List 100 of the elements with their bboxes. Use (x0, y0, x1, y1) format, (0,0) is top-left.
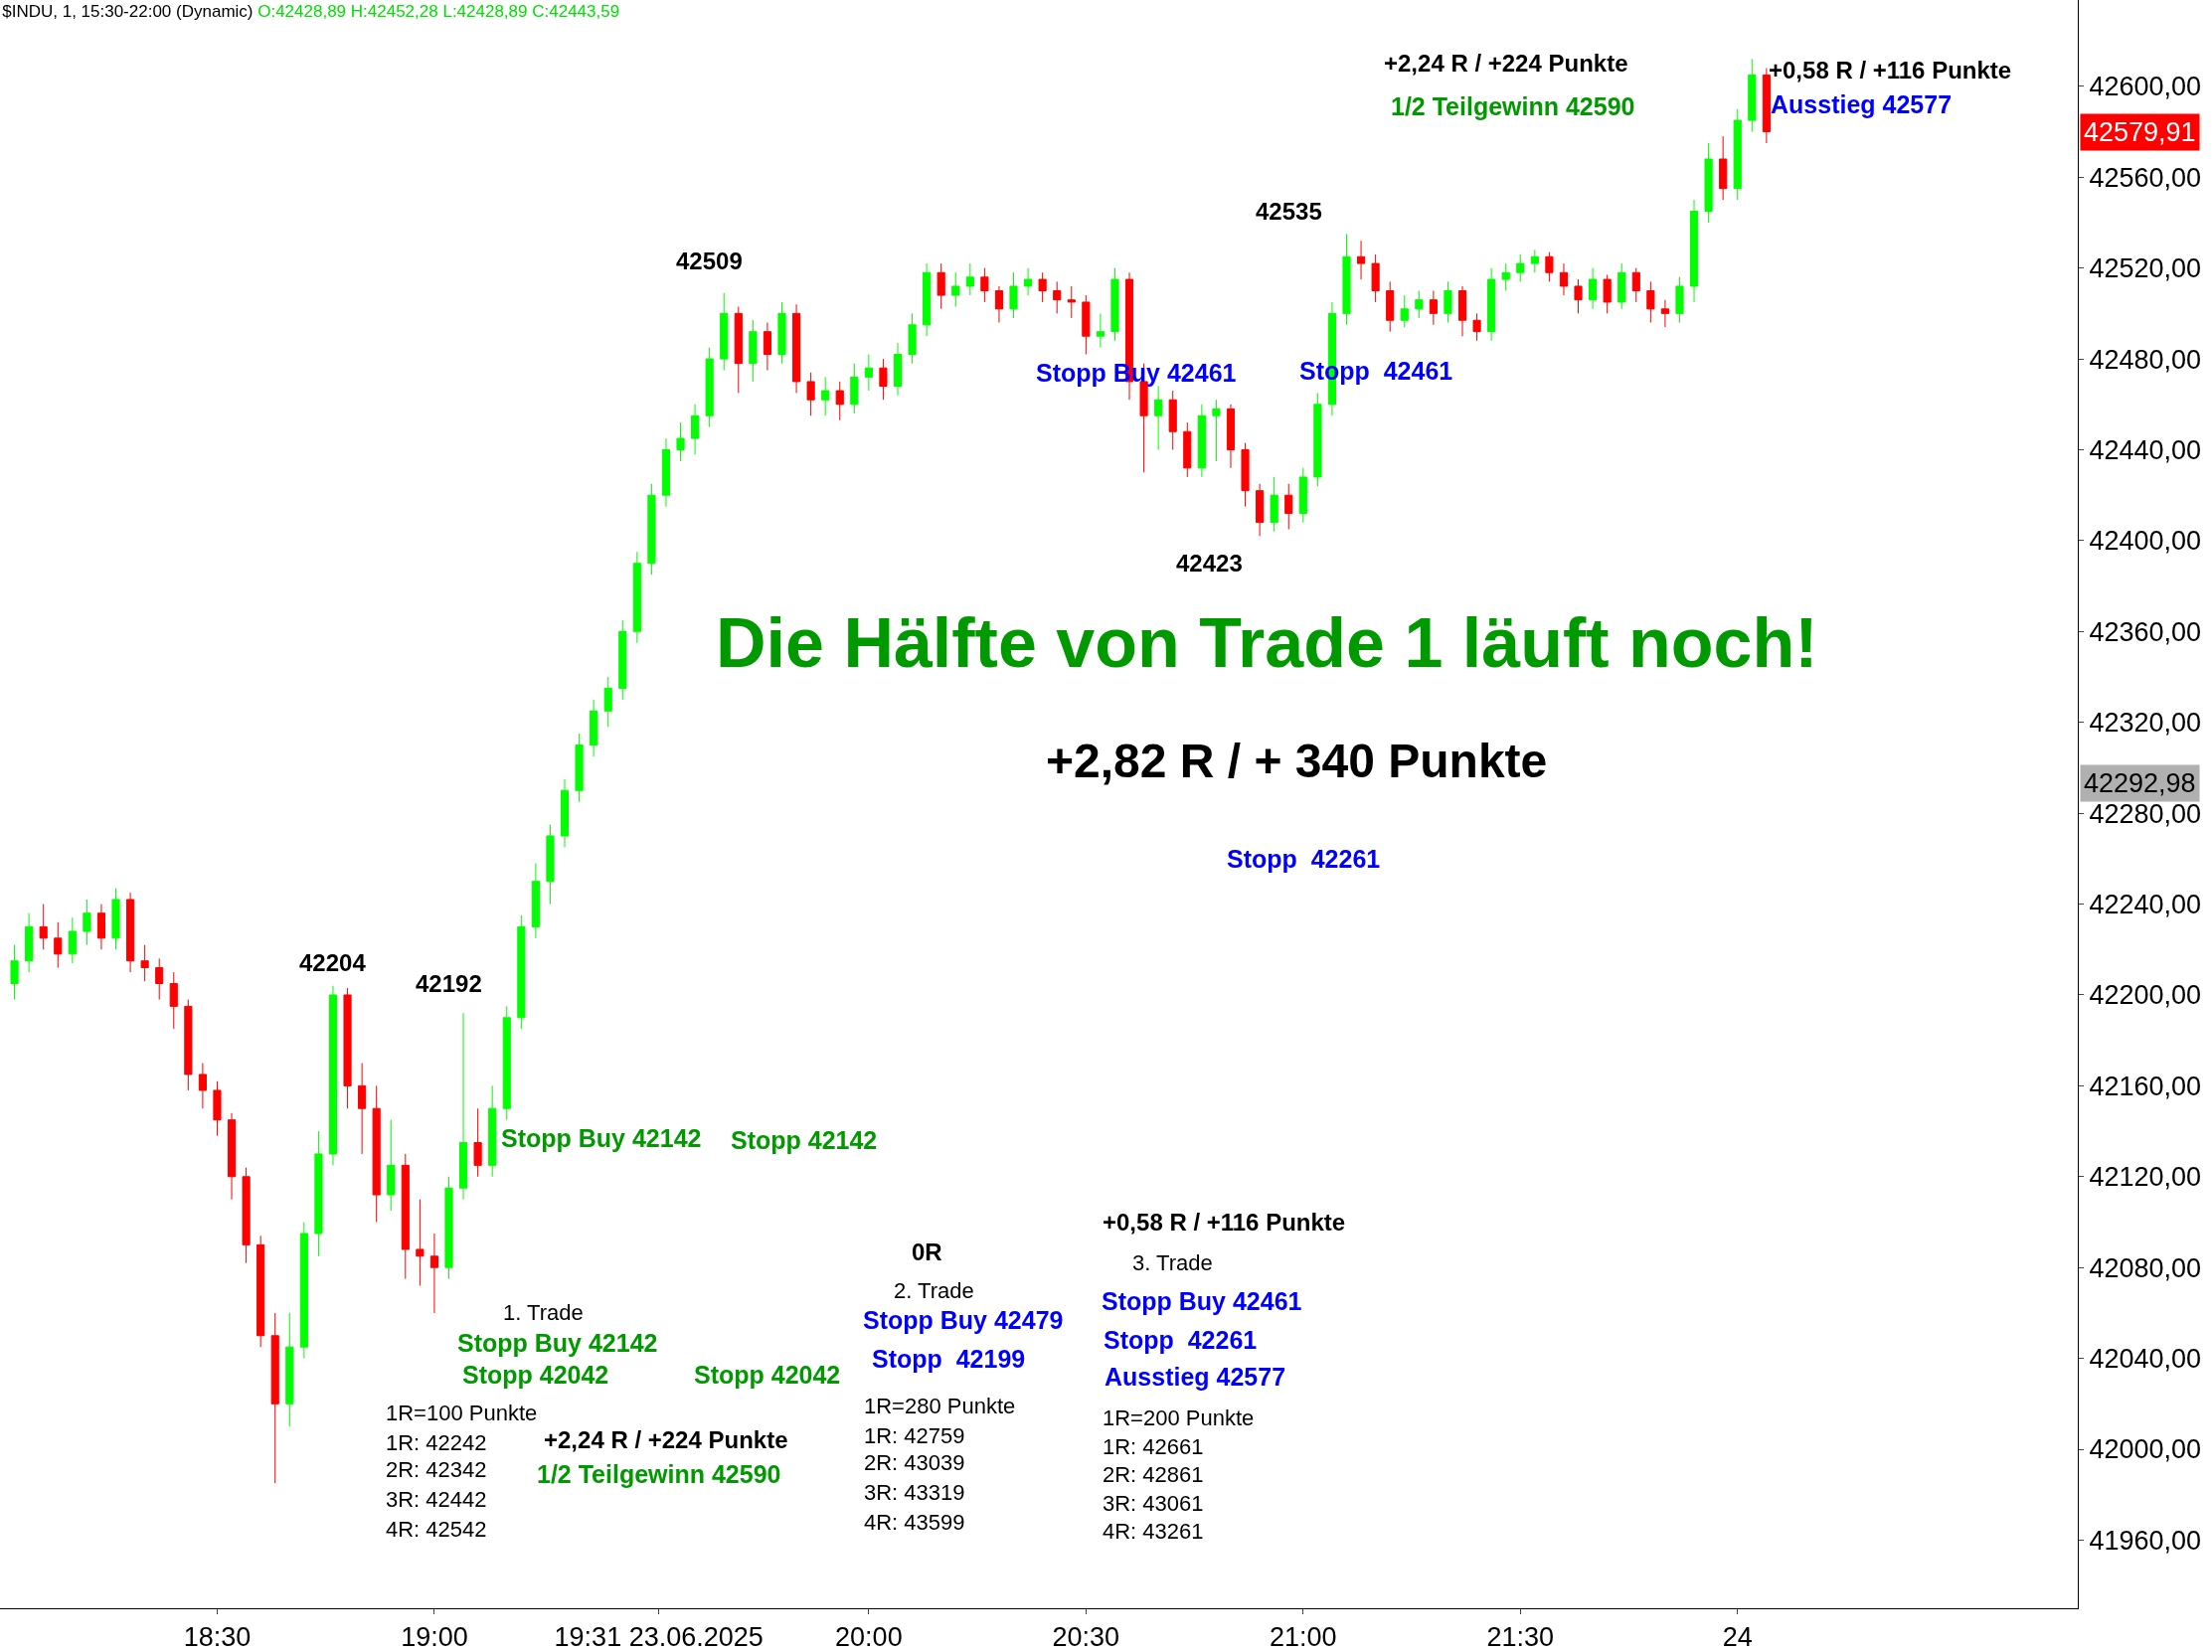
annotation: 1R: 42759 (864, 1423, 965, 1448)
candlestick (1646, 280, 1655, 324)
annotation: 3R: 43061 (1103, 1491, 1204, 1516)
annotation: 0R (912, 1239, 942, 1265)
text: 42579,91 (2084, 117, 2196, 147)
candlestick (1082, 294, 1091, 356)
annotation: 2R: 43039 (864, 1450, 965, 1475)
candlestick (1429, 290, 1438, 326)
candlestick (416, 1199, 425, 1286)
candlestick (1559, 262, 1569, 296)
candlestick (864, 354, 873, 392)
candlestick (358, 1063, 367, 1155)
annotation: Ausstieg 42577 (1105, 1363, 1286, 1391)
candlestick (184, 999, 193, 1091)
candlestick (155, 957, 164, 1001)
candlestick (1270, 476, 1278, 533)
candlestick (560, 778, 570, 848)
x-tick-label: 20:30 (1052, 1622, 1120, 1652)
annotation: Stopp Buy 42461 (1102, 1287, 1302, 1315)
annotation: Die Hälfte von Trade 1 läuft noch! (716, 604, 1818, 682)
candlestick (1038, 271, 1047, 303)
y-tick-label: 42360,00 (2089, 616, 2202, 647)
candlestick (429, 1233, 438, 1314)
y-tick-label: 42040,00 (2089, 1344, 2202, 1375)
annotation: Stopp 42261 (1104, 1326, 1258, 1354)
candlestick (1284, 483, 1293, 530)
candlestick (923, 262, 932, 337)
candlestick (647, 483, 656, 576)
candlestick (83, 899, 91, 946)
candlestick (951, 271, 960, 308)
candlestick (720, 292, 729, 372)
candlestick (213, 1080, 222, 1137)
y-tick-label: 41960,00 (2089, 1525, 2202, 1556)
candlestick (1617, 262, 1626, 310)
candlestick (1067, 285, 1076, 319)
annotation: 42535 (1256, 198, 1322, 225)
annotation: 42509 (676, 248, 743, 274)
candlestick (68, 916, 77, 964)
annotation: Stopp 42042 (694, 1361, 841, 1389)
candlestick (1168, 390, 1177, 450)
y-tick-label: 42160,00 (2089, 1071, 2202, 1101)
candlestick (691, 404, 700, 455)
candlestick (242, 1167, 251, 1264)
annotation: 4R: 43261 (1103, 1519, 1204, 1544)
candlestick (1444, 280, 1452, 324)
candlestick (1472, 312, 1481, 342)
annotation: +2,82 R / + 340 Punkte (1046, 735, 1548, 787)
candlestick (1371, 253, 1380, 303)
candlestick (777, 301, 786, 365)
candlestick (372, 1084, 381, 1223)
candlestick (1457, 285, 1467, 337)
annotation: 2. Trade (894, 1278, 974, 1303)
candlestick (1241, 442, 1250, 508)
y-tick-label: 42280,00 (2089, 798, 2202, 829)
candlestick (488, 1084, 497, 1178)
candlestick (821, 376, 830, 416)
y-tick-label: 42120,00 (2089, 1162, 2202, 1193)
candlestick (285, 1312, 294, 1427)
y-tick-label: 42480,00 (2089, 344, 2202, 375)
candlestick (1603, 274, 1612, 314)
candlestick (314, 1130, 323, 1257)
candlestick (734, 306, 743, 394)
annotation: 1R=200 Punkte (1103, 1405, 1255, 1430)
y-tick-label: 42560,00 (2089, 162, 2202, 193)
annotation: 1R=280 Punkte (864, 1394, 1016, 1418)
candlestick (893, 342, 903, 397)
candlestick (676, 421, 685, 462)
candlestick (1660, 299, 1669, 328)
candlestick (1386, 280, 1395, 333)
annotation: +0,58 R / +116 Punkte (1769, 57, 2012, 83)
candlestick (632, 551, 641, 644)
x-tick-label: 21:30 (1486, 1622, 1555, 1652)
annotation: 1R=100 Punkte (386, 1401, 538, 1425)
candlestick (1024, 267, 1033, 296)
candlestick (270, 1312, 279, 1484)
candlestick (444, 1176, 453, 1280)
candlestick (1704, 142, 1713, 224)
annotation: 1R: 42242 (386, 1430, 487, 1455)
candlestick (835, 381, 844, 421)
candlestick (1053, 280, 1062, 314)
y-tick-label: 42200,00 (2089, 980, 2202, 1011)
annotation: Stopp 42142 (731, 1126, 878, 1154)
annotation: 42423 (1176, 550, 1243, 577)
candlestick (1487, 267, 1496, 342)
candlestick (1501, 262, 1510, 292)
x-tick-label: 19:00 (401, 1622, 468, 1652)
annotation: 2R: 42342 (386, 1457, 487, 1482)
candlestick (126, 892, 135, 973)
annotation: Stopp 42199 (872, 1345, 1026, 1373)
candlestick (10, 944, 19, 1001)
y-tick-label: 42440,00 (2089, 434, 2202, 465)
candlestick (1256, 483, 1265, 537)
y-tick-label: 42600,00 (2089, 72, 2202, 102)
chart-subtitle: O:42428,89 H:42452,28 L:42428,89 C:42443,59 (257, 1, 620, 21)
annotation: 3. Trade (1132, 1250, 1213, 1275)
candlestick (879, 358, 888, 401)
candlestick (39, 904, 48, 950)
candlestick (1631, 267, 1640, 303)
candlestick (502, 1005, 511, 1121)
annotation: 2R: 42861 (1103, 1462, 1204, 1487)
